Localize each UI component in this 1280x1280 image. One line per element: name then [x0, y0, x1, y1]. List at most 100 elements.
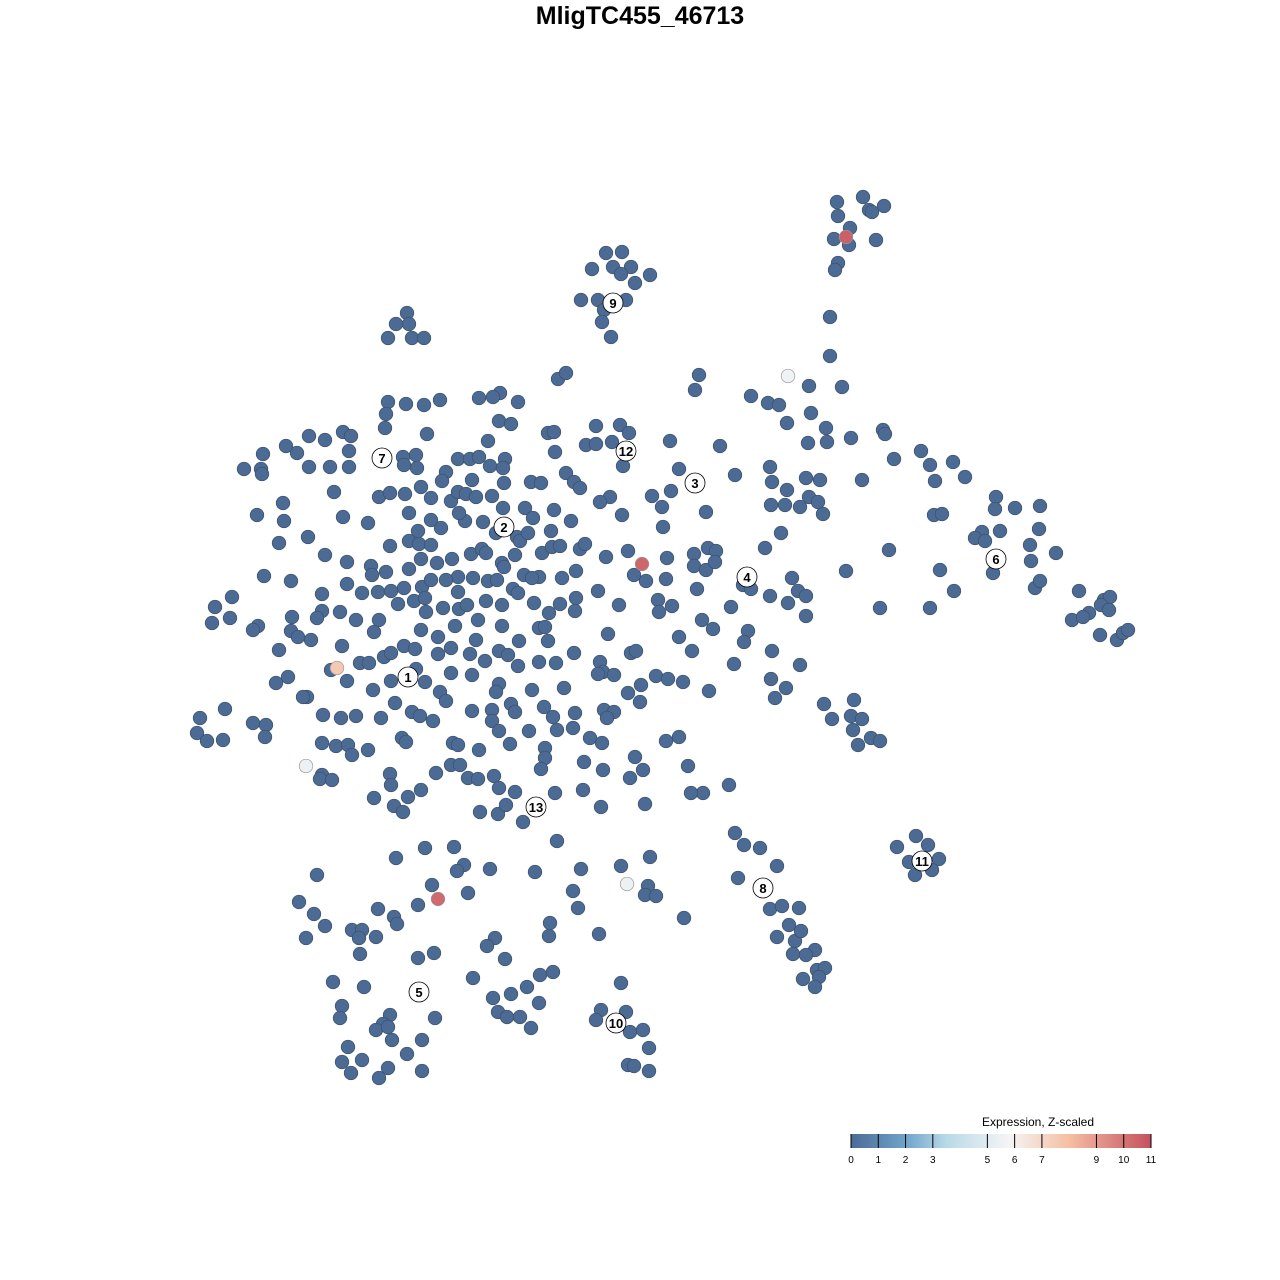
data-point — [752, 840, 768, 856]
data-point — [413, 551, 429, 567]
data-point — [450, 737, 466, 753]
data-point — [546, 502, 562, 518]
data-point — [255, 446, 271, 462]
data-point — [588, 418, 604, 434]
data-point — [913, 443, 929, 459]
data-point — [426, 945, 442, 961]
data-point — [689, 581, 705, 597]
data-point — [278, 438, 294, 454]
cluster-label-2: 2 — [493, 516, 515, 538]
data-point — [635, 762, 651, 778]
data-point — [822, 309, 838, 325]
data-point — [988, 489, 1004, 505]
data-point — [736, 634, 752, 650]
data-point — [698, 504, 714, 520]
data-point — [868, 232, 884, 248]
data-point — [360, 515, 376, 531]
cluster-label-text: 2 — [500, 520, 507, 535]
data-point — [410, 950, 426, 966]
data-point — [886, 451, 902, 467]
data-point — [334, 638, 350, 654]
data-point — [192, 710, 208, 726]
data-point — [447, 618, 463, 634]
data-point — [598, 245, 614, 261]
data-point — [762, 901, 778, 917]
data-point — [425, 713, 441, 729]
data-point — [460, 885, 476, 901]
data-point — [723, 599, 739, 615]
data-point — [489, 572, 505, 588]
data-point — [563, 513, 579, 529]
data-point — [830, 208, 846, 224]
data-point — [829, 194, 845, 210]
data-point — [822, 348, 838, 364]
data-point — [438, 693, 454, 709]
data-point — [471, 742, 487, 758]
data-point — [388, 850, 404, 866]
data-point — [430, 646, 446, 662]
data-point — [443, 665, 459, 681]
data-point — [627, 749, 643, 765]
data-point — [1007, 500, 1023, 516]
data-point — [565, 720, 581, 736]
data-point — [660, 671, 676, 687]
data-point — [798, 947, 814, 963]
data-point — [1075, 609, 1091, 625]
data-point — [641, 1040, 657, 1056]
data-point — [468, 632, 484, 648]
data-point — [438, 572, 454, 588]
data-point — [698, 562, 714, 578]
data-point — [389, 916, 405, 932]
data-point — [222, 610, 238, 626]
data-point — [449, 863, 465, 879]
data-point — [686, 558, 702, 574]
data-point — [348, 708, 364, 724]
cluster-label-badge — [493, 516, 515, 538]
data-point — [554, 570, 570, 586]
data-point — [633, 677, 649, 693]
data-point — [527, 864, 543, 880]
data-point — [780, 368, 796, 384]
data-point — [472, 804, 488, 820]
data-point — [843, 430, 859, 446]
data-point — [793, 923, 809, 939]
data-point — [826, 231, 842, 247]
data-point — [877, 426, 893, 442]
data-point — [584, 261, 600, 277]
data-point — [497, 951, 513, 967]
data-point — [334, 998, 350, 1014]
data-point — [512, 1009, 528, 1025]
cluster-label-badge — [911, 850, 933, 872]
data-point — [495, 500, 511, 516]
cluster-label-text: 1 — [404, 670, 411, 685]
data-point — [606, 667, 622, 683]
data-point — [1071, 583, 1087, 599]
data-point — [781, 917, 797, 933]
data-point — [444, 551, 460, 567]
data-point — [507, 784, 523, 800]
data-point — [526, 595, 542, 611]
data-point — [382, 538, 398, 554]
data-point — [451, 505, 467, 521]
data-point — [800, 435, 816, 451]
data-point — [774, 898, 790, 914]
data-point — [552, 596, 568, 612]
data-point — [429, 555, 445, 571]
data-point — [611, 597, 627, 613]
legend-tick-label: 2 — [903, 1155, 909, 1166]
legend-tick-label: 0 — [848, 1155, 854, 1166]
cluster-label-11: 11 — [911, 850, 933, 872]
data-point — [416, 397, 432, 413]
data-point — [499, 1009, 515, 1025]
data-point — [511, 633, 527, 649]
cluster-label-badge — [408, 981, 430, 1003]
data-point — [383, 673, 399, 689]
data-point — [301, 428, 317, 444]
data-point — [464, 667, 480, 683]
legend-tick-label: 7 — [1039, 1155, 1045, 1166]
data-point — [642, 267, 658, 283]
data-point — [280, 669, 296, 685]
data-point — [533, 475, 549, 491]
data-point — [764, 474, 780, 490]
data-point — [496, 475, 512, 491]
